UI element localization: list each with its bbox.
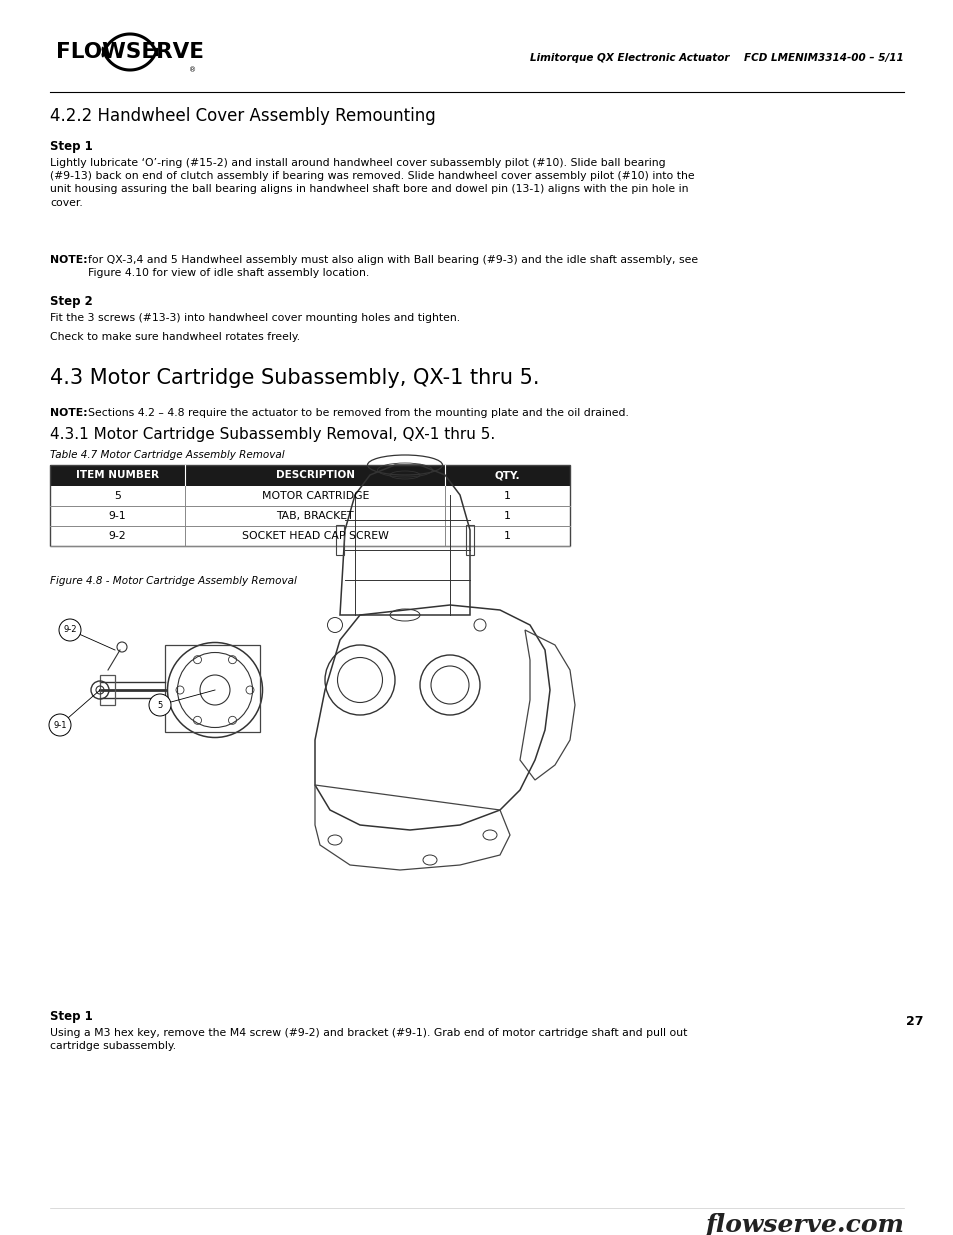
Circle shape bbox=[59, 619, 81, 641]
Text: 1: 1 bbox=[503, 531, 511, 541]
Text: Step 2: Step 2 bbox=[50, 295, 92, 308]
Text: 9-1: 9-1 bbox=[109, 511, 127, 521]
Bar bbox=[50, 466, 569, 487]
Text: SOCKET HEAD CAP SCREW: SOCKET HEAD CAP SCREW bbox=[241, 531, 388, 541]
Text: Using a M3 hex key, remove the M4 screw (#9-2) and bracket (#9-1). Grab end of m: Using a M3 hex key, remove the M4 screw … bbox=[50, 1028, 687, 1051]
Text: MOTOR CARTRIDGE: MOTOR CARTRIDGE bbox=[261, 492, 369, 501]
Text: 4.3 Motor Cartridge Subassembly, QX-1 thru 5.: 4.3 Motor Cartridge Subassembly, QX-1 th… bbox=[50, 368, 539, 388]
Text: 5: 5 bbox=[157, 700, 162, 709]
Text: Check to make sure handwheel rotates freely.: Check to make sure handwheel rotates fre… bbox=[50, 332, 300, 342]
Text: Fit the 3 screws (#13-3) into handwheel cover mounting holes and tighten.: Fit the 3 screws (#13-3) into handwheel … bbox=[50, 312, 459, 324]
Text: 5: 5 bbox=[114, 492, 121, 501]
Text: NOTE:: NOTE: bbox=[50, 408, 88, 417]
Text: Limitorque QX Electronic Actuator    FCD LMENIM3314-00 – 5/11: Limitorque QX Electronic Actuator FCD LM… bbox=[530, 53, 903, 63]
Bar bbox=[50, 466, 569, 546]
Text: 27: 27 bbox=[905, 1015, 923, 1028]
Text: Sections 4.2 – 4.8 require the actuator to be removed from the mounting plate an: Sections 4.2 – 4.8 require the actuator … bbox=[88, 408, 628, 417]
Text: 4.3.1 Motor Cartridge Subassembly Removal, QX-1 thru 5.: 4.3.1 Motor Cartridge Subassembly Remova… bbox=[50, 427, 495, 442]
Text: 4.2.2 Handwheel Cover Assembly Remounting: 4.2.2 Handwheel Cover Assembly Remountin… bbox=[50, 107, 436, 125]
Text: Figure 4.8 - Motor Cartridge Assembly Removal: Figure 4.8 - Motor Cartridge Assembly Re… bbox=[50, 576, 296, 585]
Text: FLOWSERVE: FLOWSERVE bbox=[56, 42, 204, 62]
Text: 1: 1 bbox=[503, 511, 511, 521]
Text: Table 4.7 Motor Cartridge Assembly Removal: Table 4.7 Motor Cartridge Assembly Remov… bbox=[50, 450, 284, 459]
Circle shape bbox=[49, 714, 71, 736]
Text: Step 1: Step 1 bbox=[50, 140, 92, 153]
Text: ITEM NUMBER: ITEM NUMBER bbox=[76, 471, 159, 480]
Text: flowserve.com: flowserve.com bbox=[704, 1213, 903, 1235]
Text: DESCRIPTION: DESCRIPTION bbox=[275, 471, 355, 480]
Text: QTY.: QTY. bbox=[495, 471, 520, 480]
Text: for QX-3,4 and 5 Handwheel assembly must also align with Ball bearing (#9-3) and: for QX-3,4 and 5 Handwheel assembly must… bbox=[88, 254, 698, 278]
Text: 9-2: 9-2 bbox=[109, 531, 127, 541]
Circle shape bbox=[149, 694, 171, 716]
Text: 1: 1 bbox=[503, 492, 511, 501]
Text: ®: ® bbox=[190, 67, 196, 73]
Text: NOTE:: NOTE: bbox=[50, 254, 88, 266]
Text: TAB, BRACKET: TAB, BRACKET bbox=[276, 511, 354, 521]
Text: 9-1: 9-1 bbox=[53, 720, 67, 730]
Text: 9-2: 9-2 bbox=[63, 625, 76, 635]
Text: Step 1: Step 1 bbox=[50, 1010, 92, 1023]
Text: Lightly lubricate ‘O’-ring (#15-2) and install around handwheel cover subassembl: Lightly lubricate ‘O’-ring (#15-2) and i… bbox=[50, 158, 694, 207]
